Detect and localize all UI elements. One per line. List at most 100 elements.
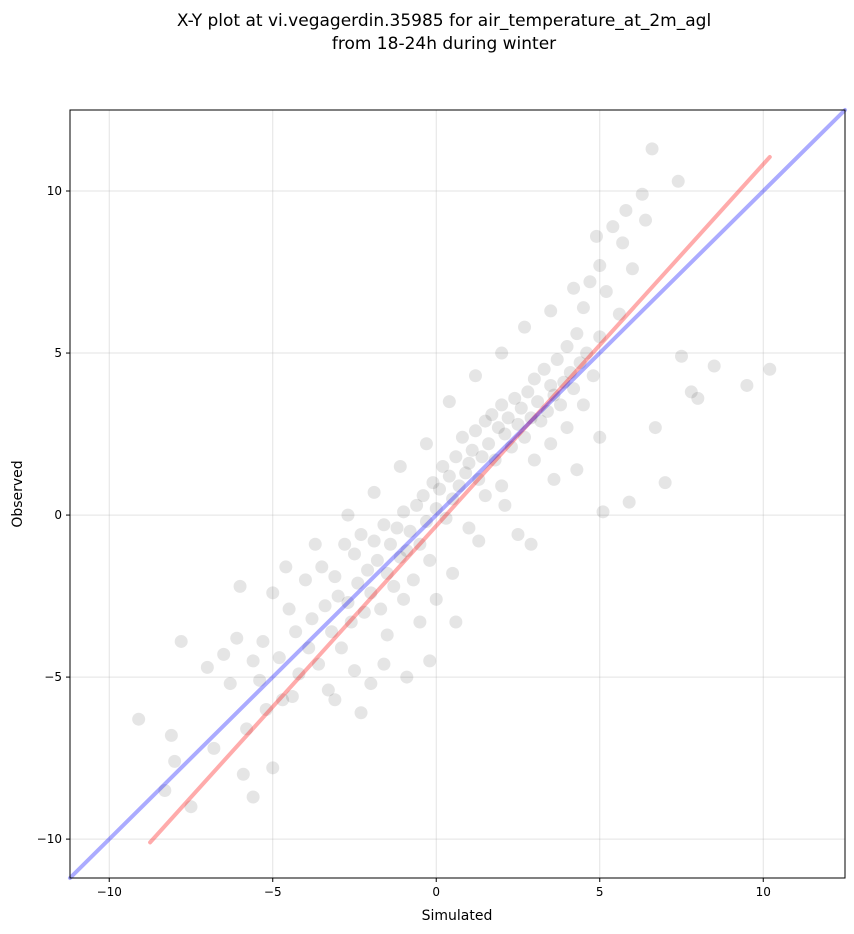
scatter-point: [635, 187, 649, 201]
scatter-point: [491, 421, 505, 435]
scatter-point: [570, 463, 584, 477]
scatter-point: [586, 369, 600, 383]
x-tick-label: −5: [264, 885, 282, 899]
scatter-point: [544, 437, 558, 451]
scatter-point: [740, 378, 754, 392]
scatter-point: [413, 537, 427, 551]
scatter-point: [429, 502, 443, 516]
scatter-point: [132, 712, 146, 726]
scatter-point: [240, 722, 254, 736]
x-tick-label: 10: [756, 885, 771, 899]
scatter-point: [266, 586, 280, 600]
scatter-point: [367, 534, 381, 548]
scatter-point: [468, 424, 482, 438]
scatter-point: [455, 430, 469, 444]
scatter-point: [583, 275, 597, 289]
scatter-point: [648, 421, 662, 435]
scatter-point: [305, 612, 319, 626]
scatter-point: [419, 437, 433, 451]
scatter-point: [488, 453, 502, 467]
scatter-point: [223, 677, 237, 691]
scatter-point: [426, 476, 440, 490]
scatter-point: [521, 385, 535, 399]
scatter-point: [557, 375, 571, 389]
scatter-point: [256, 634, 270, 648]
scatter-point: [472, 534, 486, 548]
plot-frame: [69, 109, 846, 879]
scatter-point: [446, 566, 460, 580]
scatter-point: [449, 450, 463, 464]
scatter-point: [168, 754, 182, 768]
scatter-point: [511, 528, 525, 542]
scatter-point: [446, 492, 460, 506]
grid: [70, 110, 845, 878]
scatter-point: [560, 421, 574, 435]
scatter-point: [308, 537, 322, 551]
scatter-point: [547, 472, 561, 486]
scatter-point: [511, 417, 525, 431]
scatter-point: [616, 236, 630, 250]
scatter-point: [658, 476, 672, 490]
scatter-point: [619, 203, 633, 217]
scatter-point: [380, 566, 394, 580]
scatter-point: [580, 346, 594, 360]
scatter-point: [354, 706, 368, 720]
scatter-point: [560, 340, 574, 354]
scatter-point: [390, 521, 404, 535]
scatter-point: [671, 174, 685, 188]
scatter-point: [289, 625, 303, 639]
scatter-point: [331, 589, 345, 603]
scatter-point: [266, 761, 280, 775]
scatter-point: [498, 427, 512, 441]
scatter-point: [567, 281, 581, 295]
scatter-point: [318, 599, 332, 613]
scatter-point: [259, 702, 273, 716]
scatter-point: [298, 573, 312, 587]
scatter-point: [393, 459, 407, 473]
scatter-point: [347, 664, 361, 678]
scatter-point: [495, 346, 509, 360]
scatter-point: [596, 505, 610, 519]
scatter-point: [380, 628, 394, 642]
scatter-point: [364, 677, 378, 691]
scatter-point: [570, 327, 584, 341]
x-tick-label: 0: [432, 885, 440, 899]
scatter-point: [338, 537, 352, 551]
chart-title-line-1: X-Y plot at vi.vegagerdin.35985 for air_…: [177, 11, 711, 31]
scatter-point: [547, 388, 561, 402]
scatter-point: [459, 466, 473, 480]
scatter-point: [674, 349, 688, 363]
scatter-point: [312, 657, 326, 671]
scatter-points: [132, 142, 777, 814]
scatter-point: [524, 411, 538, 425]
scatter-point: [589, 229, 603, 243]
scatter-point: [315, 560, 329, 574]
scatter-point: [449, 615, 463, 629]
scatter-point: [357, 605, 371, 619]
scatter-point: [504, 440, 518, 454]
scatter-point: [341, 596, 355, 610]
scatter-point: [524, 537, 538, 551]
scatter-point: [364, 586, 378, 600]
scatter-point: [508, 391, 522, 405]
scatter-point: [341, 508, 355, 522]
scatter-point: [377, 518, 391, 532]
scatter-point: [475, 450, 489, 464]
scatter-point: [534, 414, 548, 428]
scatter-point: [540, 404, 554, 418]
scatter-point: [419, 515, 433, 529]
scatter-point: [462, 521, 476, 535]
scatter-point: [518, 320, 532, 334]
scatter-point: [413, 615, 427, 629]
scatter-point: [495, 398, 509, 412]
scatter-point: [272, 651, 286, 665]
scatter-point: [217, 647, 231, 661]
scatter-point: [573, 356, 587, 370]
scatter-point: [400, 544, 414, 558]
scatter-point: [351, 576, 365, 590]
scatter-point: [328, 570, 342, 584]
scatter-point: [485, 408, 499, 422]
scatter-point: [292, 667, 306, 681]
scatter-point: [321, 683, 335, 697]
scatter-point: [707, 359, 721, 373]
